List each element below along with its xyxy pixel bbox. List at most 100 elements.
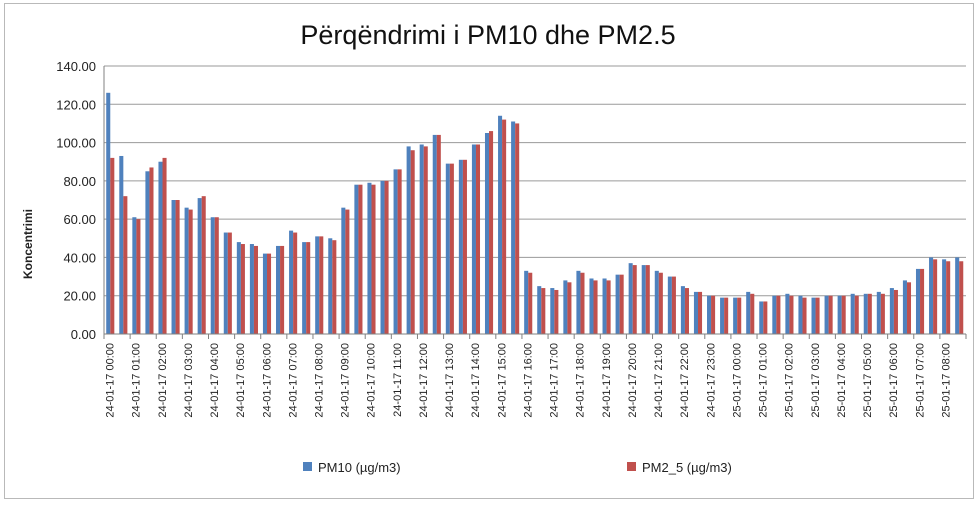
bar-pm10: [850, 293, 855, 334]
bar-pm10: [942, 259, 947, 334]
bar-pm10: [902, 280, 907, 334]
x-tick-label: 24-01-17 21:00: [653, 343, 665, 418]
bar-pm2-5: [293, 232, 298, 334]
y-tick-labels: 0.00 20.00 40.00 60.00 80.00 100.00 120.00 140.…: [56, 59, 96, 342]
bar-pm10: [380, 180, 385, 334]
bar-pm2-5: [541, 288, 546, 334]
x-tick-label: 25-01-17 07:00: [914, 343, 926, 418]
y-axis-label: Koncentrimi: [21, 209, 35, 279]
bar-pm2-5: [933, 259, 938, 334]
bar-pm2-5: [580, 272, 585, 334]
bar-pm10: [628, 263, 633, 334]
bar-pm10: [471, 144, 476, 334]
bar-pm2-5: [515, 123, 520, 335]
bar-pm10: [537, 286, 542, 334]
bar-pm2-5: [789, 295, 794, 334]
bar-pm2-5: [240, 244, 245, 334]
bar-pm10: [654, 270, 659, 334]
bars: [106, 92, 964, 335]
bar-pm2-5: [920, 268, 925, 334]
bar-pm2-5: [436, 134, 441, 334]
bar-pm10: [354, 184, 359, 334]
bar-pm10: [145, 171, 150, 334]
bar-pm2-5: [880, 293, 885, 334]
legend-swatch-pm10: [303, 462, 312, 471]
bar-pm2-5: [711, 295, 716, 334]
bar-pm2-5: [267, 253, 272, 334]
y-tick-label: 0.00: [71, 327, 96, 342]
bar-pm2-5: [162, 157, 167, 334]
x-tick-label: 24-01-17 05:00: [235, 343, 247, 418]
bar-pm10: [458, 159, 463, 334]
legend: PM10 (µg/m3) PM2_5 (µg/m3): [303, 460, 732, 475]
legend-swatch-pm2-5: [627, 462, 636, 471]
bar-pm2-5: [502, 119, 507, 334]
bar-pm10: [511, 121, 516, 334]
x-tick-label: 24-01-17 20:00: [627, 343, 639, 418]
bar-pm2-5: [802, 297, 807, 334]
bar-pm2-5: [462, 159, 467, 334]
bar-pm2-5: [449, 163, 454, 334]
legend-label-pm10: PM10 (µg/m3): [318, 460, 401, 475]
bar-pm2-5: [815, 297, 820, 334]
bar-pm2-5: [110, 157, 115, 334]
bar-pm2-5: [737, 297, 742, 334]
bar-pm10: [406, 146, 411, 334]
bar-pm2-5: [201, 196, 206, 334]
bar-pm2-5: [397, 169, 402, 334]
bar-pm10: [641, 265, 646, 334]
bar-pm2-5: [136, 219, 141, 334]
bar-pm10: [955, 257, 960, 334]
bar-pm10: [106, 92, 111, 334]
x-tick-label: 25-01-17 00:00: [731, 343, 743, 418]
axes: [103, 66, 967, 339]
x-tick-label: 24-01-17 13:00: [444, 343, 456, 418]
bar-pm10: [197, 198, 202, 334]
x-tick-label: 25-01-17 05:00: [862, 343, 874, 418]
bar-pm2-5: [893, 289, 898, 334]
bar-pm2-5: [319, 236, 324, 334]
bar-pm2-5: [410, 150, 415, 334]
bar-pm2-5: [384, 180, 389, 334]
bar-pm10: [667, 276, 672, 334]
bar-pm2-5: [345, 209, 350, 334]
bar-pm10: [132, 217, 137, 334]
bar-pm10: [798, 295, 803, 334]
bar-pm2-5: [253, 245, 258, 334]
bar-pm10: [746, 291, 751, 334]
bar-pm2-5: [946, 261, 951, 334]
x-tick-label: 24-01-17 16:00: [522, 343, 534, 418]
bar-pm10: [315, 236, 320, 334]
x-tick-label: 24-01-17 11:00: [392, 343, 404, 417]
bar-pm10: [576, 270, 581, 334]
y-tick-label: 120.00: [56, 97, 96, 112]
bar-pm10: [811, 297, 816, 334]
x-tick-label: 24-01-17 19:00: [601, 343, 613, 418]
bar-pm2-5: [214, 217, 219, 334]
bar-pm10: [184, 207, 189, 334]
bar-pm2-5: [619, 274, 624, 334]
bar-pm2-5: [867, 293, 872, 334]
bar-pm10: [119, 155, 124, 334]
bar-pm10: [171, 200, 176, 334]
bar-pm10: [876, 291, 881, 334]
bar-pm2-5: [423, 146, 428, 334]
bar-pm10: [563, 280, 568, 334]
bar-pm10: [602, 278, 607, 334]
x-tick-label: 24-01-17 12:00: [418, 343, 430, 418]
bar-pm10: [210, 217, 215, 334]
bar-pm10: [772, 295, 777, 334]
bar-pm2-5: [841, 295, 846, 334]
x-tick-label: 25-01-17 04:00: [836, 343, 848, 418]
bar-pm10: [524, 270, 529, 334]
bar-pm10: [367, 182, 372, 334]
bar-pm2-5: [959, 261, 964, 334]
bar-pm10: [393, 169, 398, 334]
bar-pm2-5: [371, 184, 376, 334]
bar-pm10: [759, 301, 764, 334]
bar-pm2-5: [475, 144, 481, 334]
gridlines: [104, 65, 966, 297]
x-tick-label: 24-01-17 02:00: [157, 343, 169, 418]
x-tick-label: 24-01-17 09:00: [340, 343, 352, 418]
bar-pm2-5: [671, 276, 676, 334]
